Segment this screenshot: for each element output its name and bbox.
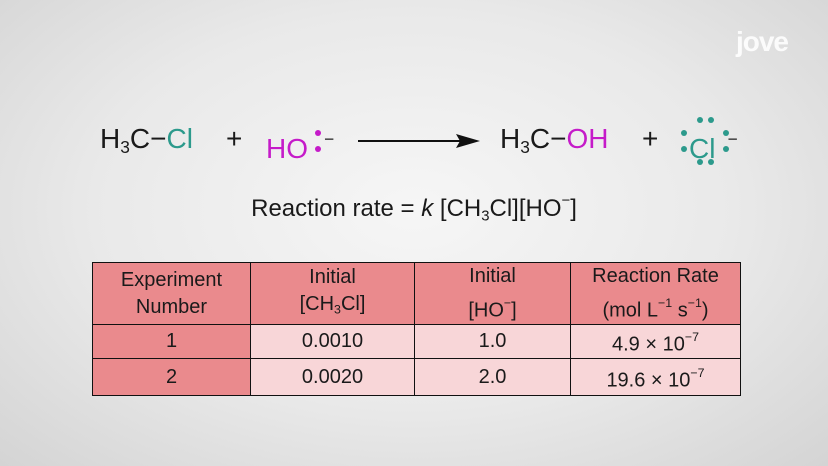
cell-line: Initial — [469, 263, 516, 290]
reactant-2: HO − — [266, 122, 334, 166]
chloride: Cl — [689, 133, 716, 165]
subscript: 3 — [520, 137, 530, 158]
bond: − — [150, 123, 167, 154]
table-cell: 1 — [92, 324, 251, 359]
chlorine: Cl — [166, 123, 193, 154]
text: ] — [570, 195, 577, 223]
header-cell: Reaction Rate (mol L−1 s−1) — [570, 262, 741, 325]
table-cell: 2.0 — [414, 358, 571, 396]
lone-pairs — [681, 117, 729, 165]
header-cell: Experiment Number — [92, 262, 251, 325]
product-2: Cl − — [689, 122, 738, 166]
text: Experiment — [120, 268, 223, 291]
text: −7 — [684, 330, 699, 345]
cell-text: 0.0020 — [301, 365, 364, 388]
superscript: − — [561, 193, 571, 209]
text: −1 — [658, 295, 673, 310]
hydroxide: HO — [266, 133, 308, 165]
table-cell: 4.9 × 10−7 — [570, 324, 741, 359]
table-cell: 0.0020 — [250, 358, 415, 396]
text: C — [129, 123, 151, 154]
cell-line: 19.6 × 10−7 — [606, 360, 704, 394]
text: Initial — [469, 264, 516, 287]
cell-line: Reaction Rate — [592, 263, 719, 290]
cell-text: 2.0 — [478, 365, 507, 388]
text: 4.9 × 10 — [612, 333, 685, 356]
charge: − — [727, 129, 738, 149]
text: 3 — [334, 302, 341, 317]
text: [CH — [299, 292, 335, 315]
text: C — [529, 123, 551, 154]
subscript: 3 — [481, 208, 490, 225]
text: Initial — [309, 265, 356, 288]
text: (mol L — [602, 299, 659, 322]
cell-line: [HO−] — [468, 290, 516, 324]
cell-line: Initial — [309, 264, 356, 291]
cell-line: [CH3Cl] — [300, 291, 366, 324]
cell-line: Number — [136, 294, 207, 321]
text: −7 — [690, 365, 705, 380]
lone-pair — [315, 130, 321, 152]
table-cell: 19.6 × 10−7 — [570, 358, 741, 396]
cell-text: 2 — [165, 365, 178, 388]
text: ] — [511, 299, 517, 322]
text: Reaction rate = — [251, 195, 422, 223]
header-cell: Initial [HO−] — [414, 262, 571, 325]
text: ) — [701, 299, 709, 322]
arrow-head — [456, 134, 480, 148]
text: s — [672, 299, 688, 322]
text: [HO — [468, 299, 504, 322]
plus: + — [226, 123, 243, 154]
table-cell: 2 — [92, 358, 251, 396]
subscript: 3 — [120, 137, 130, 158]
cell-text: 0.0010 — [301, 330, 364, 352]
text: [CH — [433, 195, 482, 223]
charge: − — [324, 129, 335, 149]
reactant-1: H3C−Cl — [100, 122, 193, 164]
cell-line: (mol L−1 s−1) — [602, 290, 708, 324]
text: H — [500, 123, 521, 154]
text: −1 — [687, 295, 702, 310]
text: − — [503, 295, 512, 310]
cell-text: 1 — [165, 330, 178, 352]
text: 19.6 × 10 — [606, 369, 691, 392]
logo: jove — [735, 26, 789, 57]
rate-law: Reaction rate = k [CH3Cl][HO−] — [0, 193, 828, 225]
plus: + — [642, 123, 659, 154]
header-cell: Initial [CH3Cl] — [250, 262, 415, 325]
text: H — [100, 123, 121, 154]
bond: − — [550, 123, 567, 154]
cell-line: Experiment — [121, 267, 222, 294]
product-1: H3C−OH — [500, 122, 608, 164]
cell-text: 1.0 — [478, 330, 507, 352]
text: Number — [135, 295, 208, 318]
table-cell: 1.0 — [414, 324, 571, 359]
cell-line: 4.9 × 10−7 — [612, 324, 699, 358]
hydroxyl: OH — [566, 123, 609, 154]
rate-constant: k — [421, 195, 434, 223]
text: Cl][HO — [489, 195, 562, 223]
text: Cl] — [340, 292, 366, 315]
text: Reaction Rate — [592, 264, 719, 287]
table-cell: 0.0010 — [250, 324, 415, 359]
